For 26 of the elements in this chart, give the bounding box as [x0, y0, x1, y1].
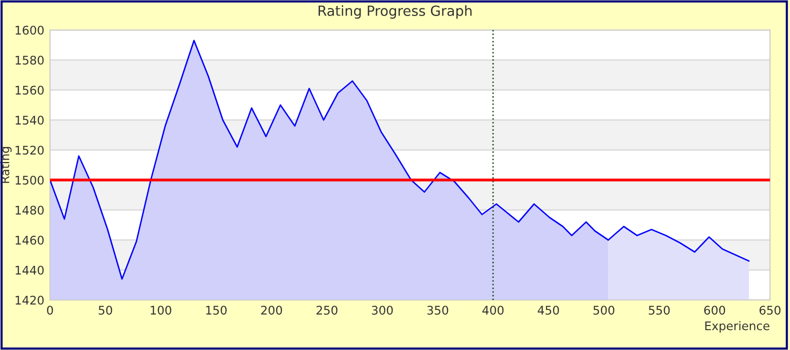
y-tick-label: 1500 [16, 176, 44, 185]
y-tick-label: 1420 [16, 296, 44, 305]
x-axis-title: Experience [705, 321, 770, 333]
x-tick-label: 400 [482, 306, 504, 315]
y-tick-label: 1600 [16, 26, 44, 35]
x-tick-label: 550 [648, 306, 670, 315]
x-tick-label: 0 [47, 306, 53, 315]
x-tick-label: 600 [704, 306, 726, 315]
x-tick-label: 450 [538, 306, 559, 315]
x-tick-label: 650 [760, 306, 780, 315]
y-tick-label: 1560 [16, 86, 44, 95]
y-tick-label: 1460 [16, 236, 44, 245]
x-tick-label: 500 [593, 306, 614, 315]
y-tick-label: 1540 [16, 116, 44, 125]
y-tick-label: 1480 [16, 206, 44, 215]
y-tick-label: 1580 [16, 56, 44, 65]
x-tick-label: 200 [261, 306, 282, 315]
y-tick-label: 1520 [16, 146, 44, 155]
x-tick-label: 300 [372, 306, 393, 315]
y-tick-label: 1440 [16, 266, 44, 275]
x-tick-label: 250 [316, 306, 338, 315]
x-tick-label: 350 [427, 306, 448, 315]
chart-title: Rating Progress Graph [318, 5, 472, 19]
x-tick-label: 50 [98, 306, 112, 315]
x-tick-label: 100 [150, 306, 172, 315]
x-tick-label: 150 [206, 306, 227, 315]
